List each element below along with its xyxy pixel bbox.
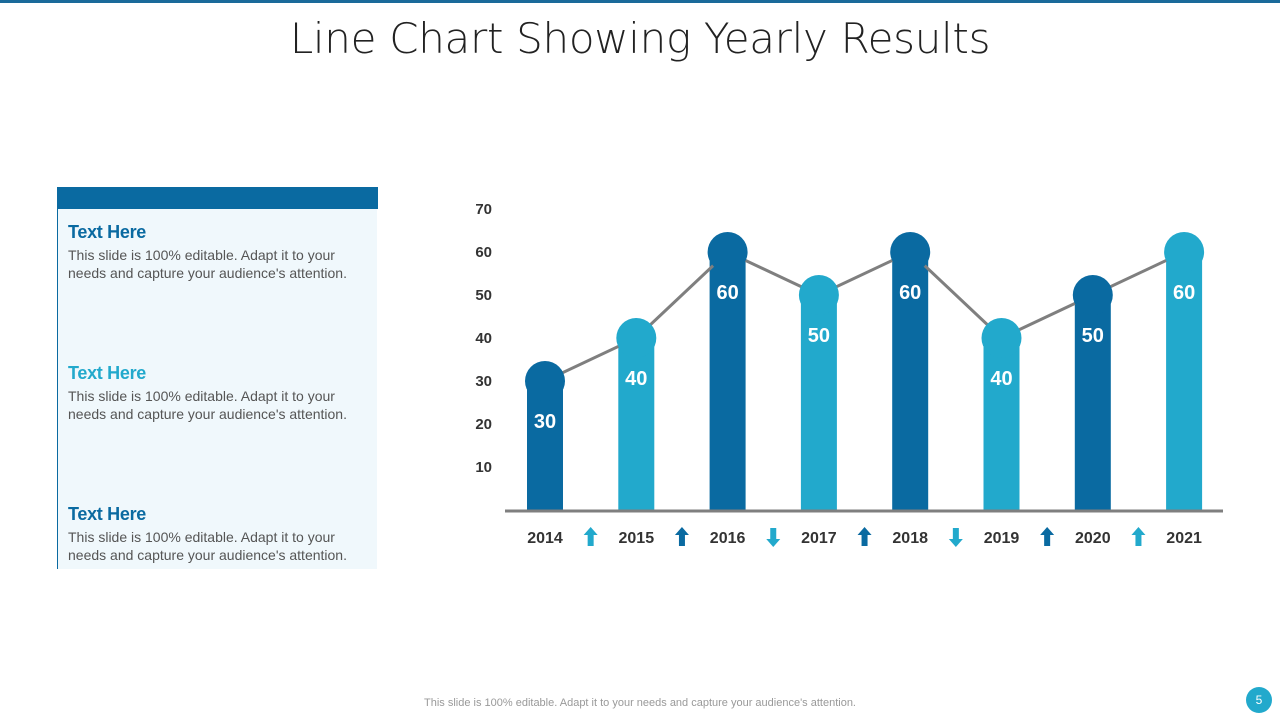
value-label: 60 — [716, 282, 738, 304]
bar — [983, 338, 1020, 510]
point-marker — [525, 361, 565, 401]
point-marker — [798, 275, 839, 315]
footer-note: This slide is 100% editable. Adapt it to… — [424, 697, 856, 709]
value-label: 50 — [808, 325, 830, 347]
x-tick-label: 2020 — [1075, 530, 1111, 547]
bar — [618, 338, 655, 510]
arrow-up-icon — [857, 527, 872, 546]
bar — [800, 295, 837, 510]
point-marker — [1164, 232, 1205, 272]
point-marker — [707, 232, 748, 272]
y-tick-label: 30 — [475, 373, 492, 390]
arrow-up-icon — [1040, 527, 1055, 546]
arrow-up-icon — [674, 527, 689, 546]
point-marker — [1072, 275, 1113, 315]
arrow-down-icon — [948, 528, 963, 547]
slide-title: Line Chart Showing Yearly Results — [289, 14, 991, 63]
point-marker — [981, 318, 1022, 358]
y-tick-label: 60 — [475, 244, 492, 261]
text-panel: Text Here This slide is 100% editable. A… — [57, 187, 378, 569]
panel-item-heading: Text Here — [68, 504, 147, 524]
page-number-badge: 5 — [1246, 687, 1272, 713]
value-label: 40 — [625, 368, 647, 390]
x-tick-label: 2015 — [619, 530, 655, 547]
y-tick-label: 10 — [475, 459, 492, 476]
value-label: 60 — [899, 282, 921, 304]
bar — [709, 252, 746, 510]
x-tick-label: 2019 — [984, 530, 1020, 547]
value-labels: 30 40 60 50 60 40 50 60 — [534, 282, 1195, 433]
panel-item-1: Text Here This slide is 100% editable. A… — [68, 221, 368, 282]
arrow-up-icon — [1131, 527, 1146, 546]
bar — [1166, 252, 1203, 510]
arrow-up-icon — [583, 527, 598, 546]
value-label: 50 — [1082, 325, 1104, 347]
trend-arrows — [583, 527, 1146, 547]
value-label: 60 — [1173, 282, 1195, 304]
arrow-down-icon — [766, 528, 781, 547]
x-tick-label: 2014 — [527, 530, 563, 547]
bar — [527, 381, 563, 510]
value-label: 30 — [534, 411, 556, 433]
bar — [892, 252, 929, 510]
top-rule — [0, 0, 1280, 3]
panel-item-body: This slide is 100% editable. Adapt it to… — [68, 247, 347, 281]
x-tick-label: 2017 — [801, 530, 837, 547]
bars — [527, 252, 1203, 510]
panel-item-body: This slide is 100% editable. Adapt it to… — [68, 529, 347, 563]
point-marker — [890, 232, 931, 272]
point-markers — [525, 232, 1205, 401]
y-axis-ticks: 10 20 30 40 50 60 70 — [475, 201, 492, 476]
y-tick-label: 20 — [475, 416, 492, 433]
y-tick-label: 50 — [475, 287, 492, 304]
panel-item-heading: Text Here — [68, 222, 147, 242]
panel-item-2: Text Here This slide is 100% editable. A… — [68, 362, 368, 423]
panel-item-body: This slide is 100% editable. Adapt it to… — [68, 388, 347, 422]
y-tick-label: 70 — [475, 201, 492, 218]
bar — [1074, 295, 1111, 510]
point-marker — [616, 318, 657, 358]
panel-item-heading: Text Here — [68, 363, 147, 383]
x-tick-label: 2021 — [1166, 530, 1202, 547]
value-label: 40 — [990, 368, 1012, 390]
yearly-results-chart: 10 20 30 40 50 60 70 30 40 60 50 60 40 50 60 2014 2015… — [475, 201, 1223, 547]
x-tick-label: 2016 — [710, 530, 746, 547]
x-tick-label: 2018 — [892, 530, 928, 547]
y-tick-label: 40 — [475, 330, 492, 347]
x-axis-labels: 2014 2015 2016 2017 2018 2019 2020 2021 — [527, 530, 1202, 547]
panel-item-3: Text Here This slide is 100% editable. A… — [68, 503, 368, 564]
panel-header-bar — [57, 187, 378, 209]
